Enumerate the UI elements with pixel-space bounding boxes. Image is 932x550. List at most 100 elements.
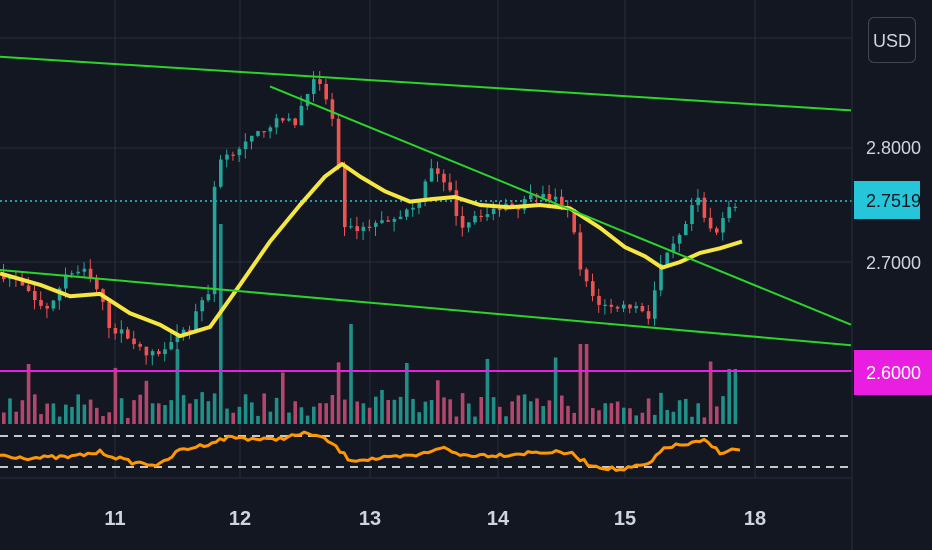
candle-body — [262, 131, 266, 133]
volume-bar — [411, 398, 415, 424]
volume-bar — [113, 367, 118, 424]
date-tick-label: 15 — [614, 508, 636, 530]
volume-bar — [405, 362, 409, 424]
candle-body — [194, 311, 198, 331]
candle-body — [615, 306, 620, 309]
date-tick-label: 12 — [229, 508, 251, 530]
volume-bar — [572, 412, 576, 424]
candle-body — [237, 149, 242, 156]
volume-bar — [163, 405, 167, 424]
volume-bar — [188, 403, 192, 424]
volume-bar — [591, 408, 595, 424]
candle-body — [39, 300, 43, 306]
currency-button[interactable]: USD — [868, 17, 916, 63]
date-tick-label: 18 — [744, 508, 766, 530]
candle-body — [349, 226, 353, 228]
candle-body — [144, 346, 149, 356]
candle-body — [76, 271, 80, 274]
volume-bar — [578, 344, 583, 424]
candle-body — [95, 278, 99, 290]
candle-body — [715, 228, 719, 233]
volume-bar — [20, 400, 25, 424]
candle-body — [498, 208, 502, 211]
volume-bar — [429, 400, 434, 424]
volume-bar — [398, 396, 403, 424]
price-tick-label: 2.7000 — [866, 253, 921, 273]
candle-body — [702, 197, 707, 218]
candle-body — [454, 190, 459, 216]
volume-bar — [529, 401, 533, 424]
volume-bar — [262, 393, 266, 424]
volume-bar — [566, 405, 570, 424]
volume-bar — [39, 414, 43, 424]
volume-bar — [634, 415, 638, 424]
volume-bar — [150, 403, 155, 424]
candle-body — [485, 214, 490, 217]
volume-bar — [82, 404, 87, 424]
volume-bar — [305, 415, 310, 424]
volume-bar — [442, 397, 446, 424]
volume-bar — [485, 358, 490, 424]
candle-body — [64, 274, 68, 289]
candle-body — [429, 168, 434, 182]
volume-bar — [423, 401, 428, 424]
volume-bar — [336, 362, 341, 424]
volume-bar — [268, 411, 273, 424]
volume-bar — [684, 398, 688, 424]
candle-body — [467, 222, 471, 228]
price-axis[interactable]: 2.8000 2.7000 2.7519 2.6000 — [854, 138, 932, 395]
volume-bar — [460, 393, 465, 424]
volume-bar — [349, 324, 353, 424]
volume-bars — [2, 224, 738, 424]
volume-bar — [436, 380, 440, 424]
volume-bar — [653, 414, 657, 424]
volume-bar — [157, 403, 161, 424]
candle-body — [696, 197, 700, 206]
volume-bar — [281, 372, 285, 424]
candle-body — [324, 83, 328, 100]
volume-bar — [101, 415, 105, 424]
candle-body — [138, 344, 142, 347]
candle-body — [646, 311, 651, 319]
volume-bar — [659, 392, 663, 424]
volume-bar — [708, 361, 713, 424]
time-axis[interactable]: 11 12 13 14 15 18 — [104, 508, 766, 530]
volume-bar — [237, 406, 242, 424]
volume-bar — [212, 393, 217, 424]
volume-bar — [312, 406, 316, 424]
candle-body — [293, 118, 297, 126]
volume-bar — [8, 398, 12, 424]
volume-bar — [516, 395, 521, 424]
volume-bar — [318, 403, 322, 424]
volume-bar — [343, 399, 347, 424]
volume-bar — [26, 364, 31, 424]
candle-body — [169, 342, 173, 350]
candle-body — [336, 118, 341, 166]
volume-bar — [287, 412, 291, 424]
candle-body — [51, 300, 56, 309]
volume-bar — [622, 407, 626, 424]
volume-bar — [560, 395, 564, 424]
candle-body — [653, 290, 657, 319]
last-price-label: 2.7519 — [866, 191, 921, 211]
trend-lines — [0, 55, 852, 347]
candle-body — [219, 159, 223, 187]
volume-bar — [330, 395, 335, 424]
candle-body — [553, 196, 558, 200]
grid-lines — [0, 0, 852, 478]
candle-body — [479, 215, 483, 218]
volume-bar — [243, 394, 248, 424]
volume-bar — [690, 416, 694, 424]
candle-body — [392, 219, 397, 222]
candle-body — [20, 278, 25, 286]
volume-bar — [615, 401, 620, 424]
candle-body — [510, 203, 514, 206]
last-price-tag: 2.7519 — [854, 181, 921, 219]
volume-bar — [498, 406, 502, 424]
volume-bar — [479, 396, 483, 424]
candle-body — [665, 252, 669, 265]
candle-body — [628, 304, 632, 309]
candle-body — [225, 154, 229, 160]
candle-body — [175, 333, 180, 343]
